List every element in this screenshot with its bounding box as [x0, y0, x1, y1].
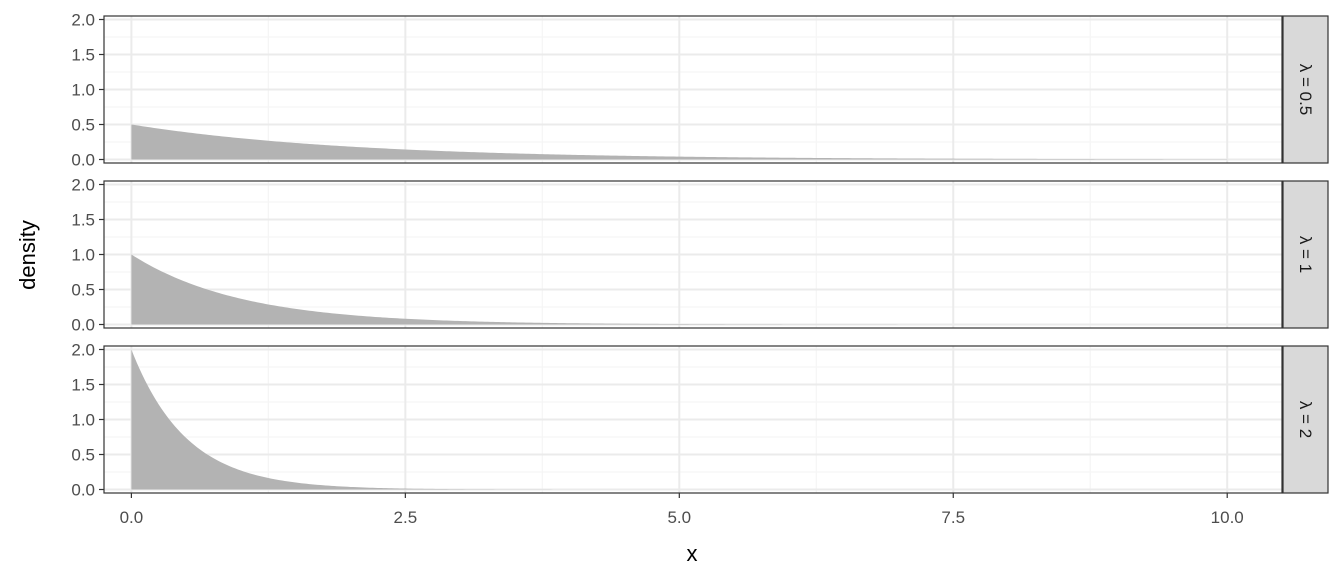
facet-strip-label: λ = 2 [1296, 401, 1315, 438]
facet-strip-label: λ = 0.5 [1296, 64, 1315, 116]
facet-strip [1282, 15, 1329, 164]
x-tick-label: 7.5 [941, 508, 965, 527]
y-tick-label: 1.5 [71, 211, 95, 230]
density-area [131, 349, 1228, 490]
x-tick-label: 0.0 [120, 508, 144, 527]
y-tick-label: 2.0 [71, 11, 95, 30]
y-tick-label: 2.0 [71, 176, 95, 195]
y-tick-label: 0.5 [71, 446, 95, 465]
facet-strip-label: λ = 1 [1296, 236, 1315, 273]
facet-panel: 0.0 0.5 1.0 1.5 2.0 λ = 1 [71, 176, 1329, 335]
y-tick-label: 1.0 [71, 81, 95, 100]
density-area [131, 254, 1228, 325]
facet-panels: 0.0 0.5 1.0 1.5 2.0 λ = 0.5 0.0 0.5 1.0 1.5 2.0 λ =… [71, 11, 1329, 500]
facet-panel: 0.0 0.5 1.0 1.5 2.0 λ = 0.5 [71, 11, 1329, 170]
x-axis: 0.0 2.5 5.0 7.5 10.0 [120, 493, 1244, 527]
facet-strip [1282, 180, 1329, 329]
y-tick-label: 0.0 [71, 151, 95, 170]
facet-panel: 0.0 0.5 1.0 1.5 2.0 λ = 2 [71, 341, 1329, 500]
y-tick-label: 2.0 [71, 341, 95, 360]
density-area [131, 124, 1228, 160]
y-tick-label: 0.0 [71, 316, 95, 335]
y-tick-label: 0.0 [71, 481, 95, 500]
y-tick-label: 0.5 [71, 116, 95, 135]
x-tick-label: 10.0 [1211, 508, 1244, 527]
facet-strip [1282, 345, 1329, 494]
y-tick-label: 1.5 [71, 376, 95, 395]
x-axis-title: x [687, 541, 698, 566]
y-tick-label: 1.0 [71, 411, 95, 430]
y-tick-label: 1.0 [71, 246, 95, 265]
y-tick-label: 1.5 [71, 46, 95, 65]
x-tick-label: 2.5 [394, 508, 418, 527]
y-axis-title: density [15, 220, 40, 290]
y-tick-label: 0.5 [71, 281, 95, 300]
x-tick-label: 5.0 [667, 508, 691, 527]
